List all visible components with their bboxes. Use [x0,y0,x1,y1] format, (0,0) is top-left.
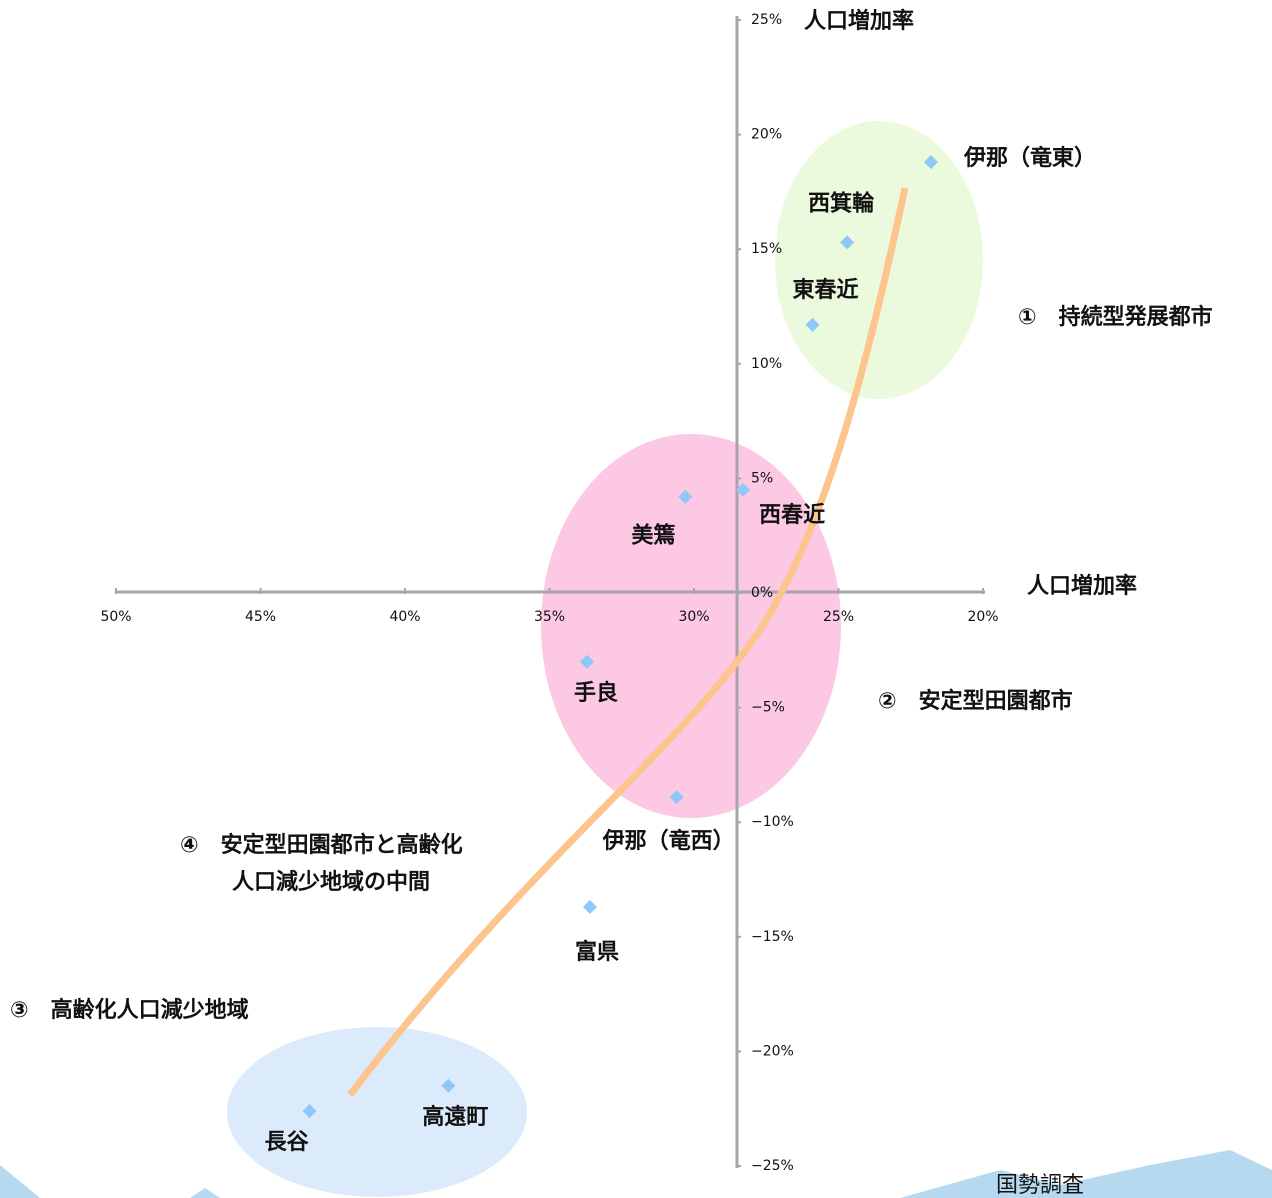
point-label: 東春近 [792,277,858,303]
y-tick-label: −10% [751,814,794,830]
y-tick-label: −25% [751,1158,794,1174]
x-tick-label: 20% [967,609,998,625]
annotation: ④ 安定型田園都市と高齢化 [180,832,463,858]
mountain [190,1188,220,1198]
y-tick-label: 5% [751,470,773,486]
y-tick-label: 10% [751,356,782,372]
y-tick-label: 25% [751,12,782,28]
point-label: 手良 [574,680,618,706]
y-tick-label: −5% [751,700,785,716]
annotation: ③ 高齢化人口減少地域 [10,997,249,1023]
mountain [0,1165,40,1198]
mountain [900,1150,1272,1198]
trend-line [347,187,909,1098]
point-label: 西箕輪 [808,190,875,216]
annotation: 人口減少地域の中間 [232,869,430,895]
point [582,900,597,915]
point [678,489,693,504]
point [669,789,684,804]
point [805,317,820,332]
annotation: ① 持続型発展都市 [1018,304,1213,330]
x-tick-label: 25% [823,609,854,625]
y-tick-label: 15% [751,241,782,257]
point-label: 伊那（竜東） [963,145,1096,171]
point-label: 美篶 [631,523,675,549]
x-tick-label: 30% [678,609,709,625]
point [923,155,938,170]
annotation: ② 安定型田園都市 [878,688,1073,714]
point-label: 伊那（竜西） [602,828,735,854]
point [441,1078,456,1093]
group-ellipse [541,434,841,818]
y-tick-label: 20% [751,127,782,143]
y-axis-label: 人口増加率 [804,8,914,34]
point-label: 富県 [575,939,619,965]
x-tick-label: 45% [245,609,276,625]
source: 国勢調査 [996,1173,1084,1198]
group-ellipse [775,121,983,399]
point-label: 長谷 [265,1130,310,1155]
point [302,1103,317,1118]
x-axis-label: 人口増加率 [1027,573,1137,599]
point [840,235,855,250]
group-ellipse [227,1027,527,1197]
point [736,482,751,497]
point-label: 高遠町 [422,1104,488,1130]
y-tick-label: −15% [751,929,794,945]
decoration [0,16,1272,1198]
x-tick-label: 40% [389,609,420,625]
x-tick-label: 50% [100,609,131,625]
point-label: 西春近 [759,502,825,528]
y-tick-label: −20% [751,1043,794,1059]
x-tick-label: 35% [534,609,565,625]
point [580,654,595,669]
y-tick-label: 0% [751,585,773,601]
